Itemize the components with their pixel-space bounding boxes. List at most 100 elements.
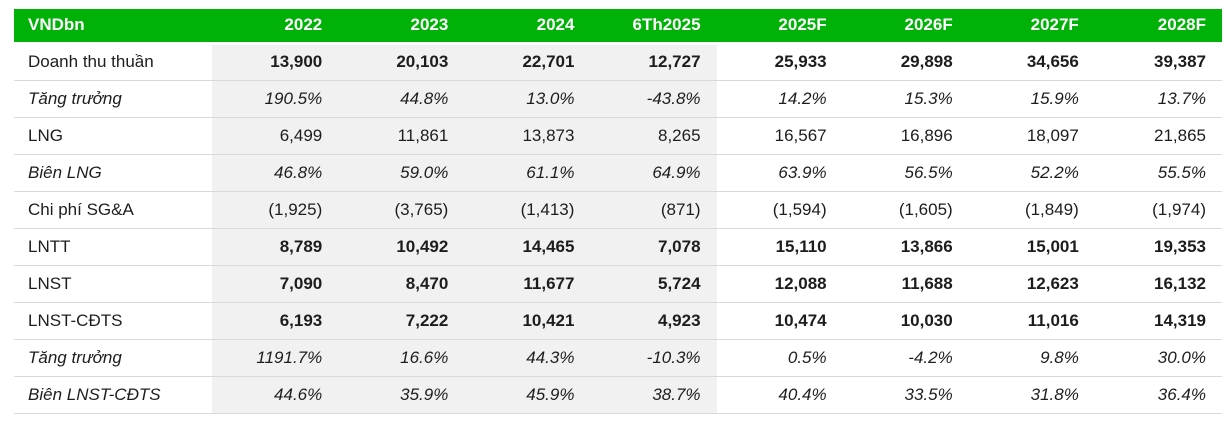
- table-cell: (1,413): [464, 191, 591, 228]
- table-row: Biên LNST-CĐTS 44.6% 35.9% 45.9% 38.7% 40.4% 3…: [14, 376, 1222, 413]
- table-cell: 61.1%: [464, 154, 591, 191]
- table-row: LNG 6,499 11,861 13,873 8,265 16,567 16,896 18,…: [14, 117, 1222, 154]
- table-cell: 1191.7%: [212, 339, 339, 376]
- table-cell: 55.5%: [1157, 162, 1206, 182]
- table-cell: 190.5%: [212, 80, 339, 117]
- table-body: Doanh thu thuần 13,900 20,103 22,701 12,727 2…: [14, 43, 1222, 413]
- column-header: 2027F: [968, 9, 1095, 45]
- column-header: 2028F: [1094, 9, 1222, 45]
- table-cell: 36.4%: [1157, 384, 1206, 404]
- table-cell: 9.8%: [1040, 347, 1079, 367]
- table-cell: -43.8%: [590, 80, 717, 117]
- table-row: LNTT 8,789 10,492 14,465 7,078 15,110 13,866 15…: [14, 228, 1222, 265]
- table-cell: 38.7%: [590, 376, 717, 413]
- table-row: Tăng trưởng 190.5% 44.8% 13.0% -43.8% 14.2% 15…: [14, 80, 1222, 117]
- row-label: LNST-CĐTS: [28, 310, 123, 330]
- table-cell: 16,567: [774, 125, 827, 145]
- column-header: 2026F: [842, 9, 969, 45]
- row-label: LNST: [28, 273, 72, 293]
- table-cell: 11,861: [338, 117, 465, 154]
- table-cell: 25,933: [774, 52, 827, 71]
- table-cell: 14,465: [464, 228, 591, 265]
- table-row: Chi phí SG&A (1,925) (3,765) (1,413) (871) (1…: [14, 191, 1222, 228]
- column-header: 2022: [212, 9, 339, 45]
- table-cell: 11,677: [464, 265, 591, 302]
- table-cell: 10,030: [900, 310, 953, 330]
- table-cell: 15.3%: [904, 88, 953, 108]
- row-label: Biên LNST-CĐTS: [28, 384, 161, 404]
- column-header: 2025F: [716, 9, 843, 45]
- table-cell: 8,265: [590, 117, 717, 154]
- table-cell: 40.4%: [778, 384, 827, 404]
- row-label: LNTT: [28, 236, 71, 256]
- column-header: 2024: [464, 9, 591, 45]
- table-cell: (871): [590, 191, 717, 228]
- row-label: Biên LNG: [28, 162, 102, 182]
- table-cell: 12,727: [590, 43, 717, 80]
- table-cell: 21,865: [1154, 125, 1206, 145]
- column-header: 2023: [338, 9, 465, 45]
- table-cell: 13,873: [464, 117, 591, 154]
- table-cell: 19,353: [1154, 236, 1206, 256]
- table-row: LNST-CĐTS 6,193 7,222 10,421 4,923 10,474 10,0…: [14, 302, 1222, 339]
- table-cell: 56.5%: [904, 162, 953, 182]
- table-cell: 64.9%: [590, 154, 717, 191]
- table-cell: 11,688: [901, 273, 953, 293]
- table-cell: 12,623: [1026, 273, 1079, 293]
- table-cell: 6,499: [212, 117, 339, 154]
- table-cell: 45.9%: [464, 376, 591, 413]
- table-cell: 16.6%: [338, 339, 465, 376]
- table-cell: 44.6%: [212, 376, 339, 413]
- table-row: Tăng trưởng 1191.7% 16.6% 44.3% -10.3% 0.5% -4…: [14, 339, 1222, 376]
- table-cell: 7,090: [212, 265, 339, 302]
- row-label: Tăng trưởng: [28, 347, 122, 367]
- table-row: Biên LNG 46.8% 59.0% 61.1% 64.9% 63.9% 56.5% 52…: [14, 154, 1222, 191]
- financial-forecast-table: VNDbn 2022 2023 2024 6Th2025 2025F 2026F 2027F…: [14, 9, 1222, 414]
- table-cell: 15,110: [775, 236, 827, 256]
- table-row: Doanh thu thuần 13,900 20,103 22,701 12,727 2…: [14, 43, 1222, 80]
- table-cell: (1,849): [1024, 199, 1079, 219]
- table-cell: 29,898: [900, 52, 953, 71]
- table-cell: 0.5%: [787, 347, 827, 367]
- header-row: VNDbn 2022 2023 2024 6Th2025 2025F 2026F 2027F…: [14, 9, 1222, 45]
- table-cell: (1,925): [212, 191, 339, 228]
- table-cell: 5,724: [590, 265, 717, 302]
- table-cell: 20,103: [338, 43, 465, 80]
- table-cell: 52.2%: [1030, 162, 1079, 182]
- row-label: LNG: [28, 125, 63, 145]
- table-cell: (1,594): [772, 199, 827, 219]
- table-cell: 63.9%: [778, 162, 827, 182]
- table-cell: 31.8%: [1030, 384, 1079, 404]
- table-cell: 8,789: [212, 228, 339, 265]
- row-label: Chi phí SG&A: [28, 199, 134, 219]
- table-cell: -10.3%: [590, 339, 717, 376]
- table-cell: 34,656: [1026, 52, 1079, 71]
- table-cell: 11,016: [1027, 310, 1079, 330]
- table-cell: (3,765): [338, 191, 465, 228]
- table-cell: 13,866: [900, 236, 953, 256]
- table-cell: 30.0%: [1157, 347, 1206, 367]
- table-cell: 7,222: [338, 302, 465, 339]
- table-cell: 39,387: [1154, 52, 1206, 71]
- table-cell: 16,896: [900, 125, 953, 145]
- financial-forecast-table-wrap: VNDbn 2022 2023 2024 6Th2025 2025F 2026F 2027F…: [14, 9, 1222, 414]
- table-cell: (1,974): [1152, 199, 1206, 219]
- row-label: Doanh thu thuần: [28, 52, 154, 71]
- table-cell: 33.5%: [904, 384, 953, 404]
- table-cell: 15,001: [1026, 236, 1079, 256]
- table-cell: 10,474: [774, 310, 827, 330]
- table-cell: 16,132: [1154, 273, 1206, 293]
- table-cell: (1,605): [898, 199, 953, 219]
- table-cell: 13.7%: [1157, 88, 1206, 108]
- table-cell: 14,319: [1154, 310, 1206, 330]
- row-label: Tăng trưởng: [28, 88, 122, 108]
- table-cell: 44.3%: [464, 339, 591, 376]
- column-header: 6Th2025: [590, 9, 717, 45]
- table-row: LNST 7,090 8,470 11,677 5,724 12,088 11,688 12,…: [14, 265, 1222, 302]
- table-cell: 10,492: [338, 228, 465, 265]
- table-cell: 15.9%: [1030, 88, 1079, 108]
- table-cell: -4.2%: [908, 347, 953, 367]
- table-cell: 4,923: [590, 302, 717, 339]
- table-cell: 46.8%: [212, 154, 339, 191]
- table-cell: 22,701: [464, 43, 591, 80]
